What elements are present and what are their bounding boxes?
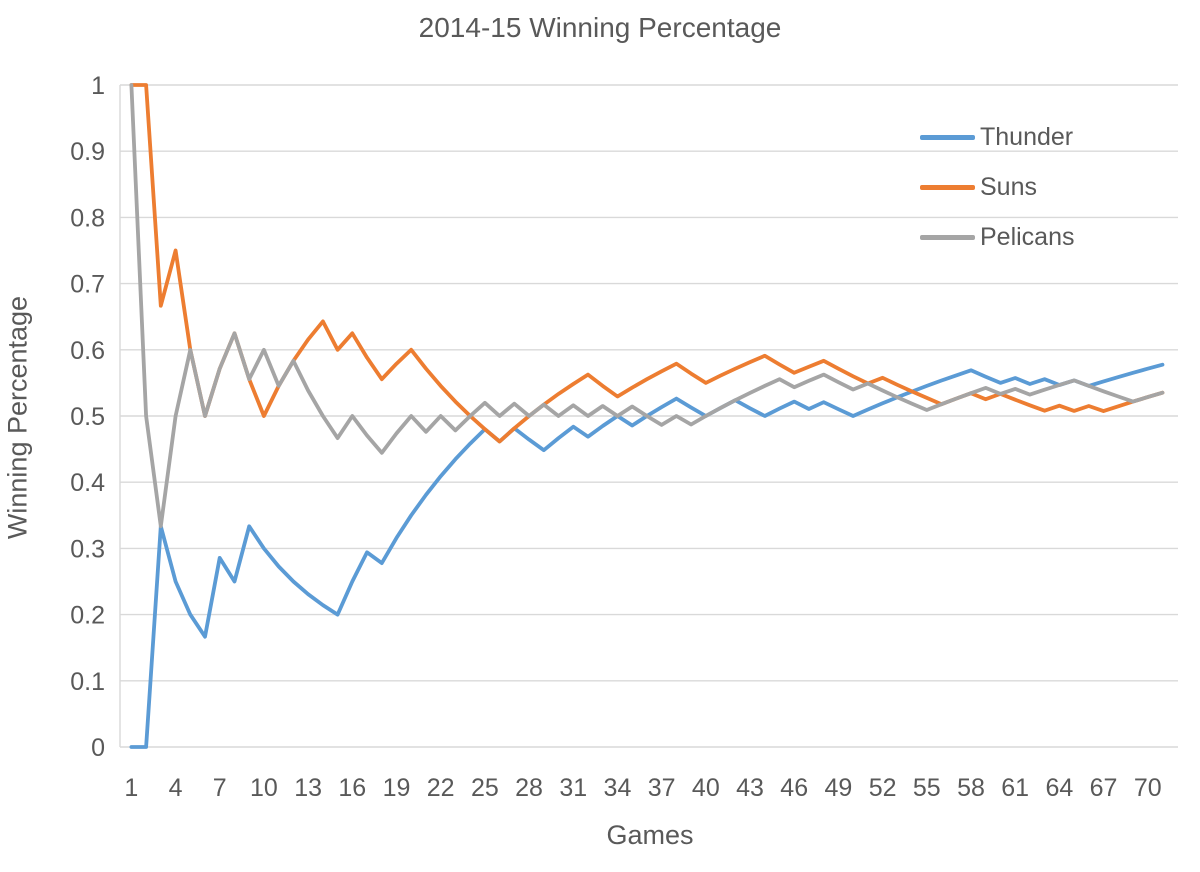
x-tick-label: 13: [294, 774, 322, 802]
series-line-suns: [129, 83, 1165, 444]
x-tick-label: 70: [1134, 774, 1162, 802]
y-tick-label: 0.4: [70, 469, 105, 497]
x-tick-label: 46: [780, 774, 808, 802]
x-tick-label: 58: [957, 774, 985, 802]
x-tick-label: 7: [213, 774, 227, 802]
y-tick-label: 0: [91, 734, 105, 762]
series-line-thunder: [129, 362, 1165, 749]
y-tick-label: 0.2: [70, 602, 105, 630]
gridlines: [119, 84, 1178, 748]
x-tick-label: 34: [604, 774, 632, 802]
x-tick-label: 19: [383, 774, 411, 802]
series-line-pelicans: [129, 83, 1165, 529]
x-tick-label: 61: [1001, 774, 1029, 802]
x-tick-label: 22: [427, 774, 455, 802]
x-tick-label: 67: [1090, 774, 1118, 802]
x-tick-label: 1: [124, 774, 138, 802]
x-tick-label: 16: [338, 774, 366, 802]
x-axis-title: Games: [606, 820, 694, 850]
legend-entry-pelicans: Pelicans: [920, 212, 1075, 262]
x-tick-label: 64: [1045, 774, 1073, 802]
y-tick-label: 0.1: [70, 668, 105, 696]
x-tick-label: 40: [692, 774, 720, 802]
y-tick-label: 0.8: [70, 204, 105, 232]
x-tick-label: 4: [169, 774, 183, 802]
x-tick-labels: 1 4 7 10 13 16 19 22 25 28 31 34 37 40 43 46 49 52 55 58 61 6…: [124, 774, 1161, 802]
y-tick-label: 0.7: [70, 271, 105, 299]
y-tick-label: 1: [91, 72, 105, 100]
y-tick-labels: 1 0.9 0.8 0.7 0.6 0.5 0.4 0.3 0.2 0.1 0: [70, 72, 105, 762]
x-tick-label: 43: [736, 774, 764, 802]
y-tick-label: 0.6: [70, 337, 105, 365]
x-tick-label: 37: [648, 774, 676, 802]
legend-entry-thunder: Thunder: [920, 112, 1075, 162]
x-tick-label: 55: [913, 774, 941, 802]
legend-label: Thunder: [980, 122, 1074, 151]
x-tick-label: 28: [515, 774, 543, 802]
legend-label: Pelicans: [980, 222, 1075, 251]
y-tick-label: 0.9: [70, 138, 105, 166]
x-tick-label: 49: [824, 774, 852, 802]
x-tick-label: 52: [869, 774, 897, 802]
legend-swatch: [920, 184, 975, 190]
legend: Thunder Suns Pelicans: [920, 112, 1075, 262]
legend-entry-suns: Suns: [920, 162, 1075, 212]
x-tick-label: 31: [559, 774, 587, 802]
chart-title: 2014-15 Winning Percentage: [418, 12, 782, 43]
legend-label: Suns: [980, 172, 1037, 201]
y-tick-label: 0.5: [70, 403, 105, 431]
legend-swatch: [920, 234, 975, 240]
x-tick-label: 25: [471, 774, 499, 802]
x-tick-label: 10: [250, 774, 278, 802]
legend-swatch: [920, 134, 975, 140]
y-tick-label: 0.3: [70, 535, 105, 563]
